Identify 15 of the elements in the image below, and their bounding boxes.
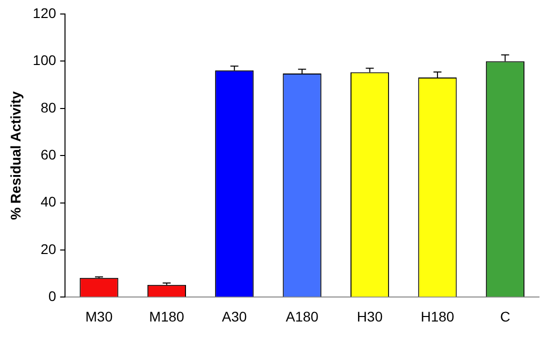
y-tick-label: 20 <box>40 240 56 257</box>
x-tick-label: A30 <box>222 308 248 324</box>
y-tick-label: 120 <box>32 4 56 21</box>
x-tick-label: H180 <box>420 308 454 324</box>
y-tick-label: 60 <box>40 146 56 162</box>
y-axis-title: % Residual Activity <box>7 91 24 220</box>
y-tick-label: 40 <box>40 194 56 210</box>
x-tick-label: M30 <box>85 308 113 324</box>
x-tick-label: M180 <box>149 308 184 324</box>
x-tick-label: A180 <box>286 308 319 324</box>
y-tick-label: 0 <box>48 288 56 304</box>
x-tick-label: C <box>500 308 510 324</box>
y-tick-label: 100 <box>32 52 56 68</box>
y-tick-label: 80 <box>40 99 56 116</box>
x-tick-label: H30 <box>356 308 383 324</box>
